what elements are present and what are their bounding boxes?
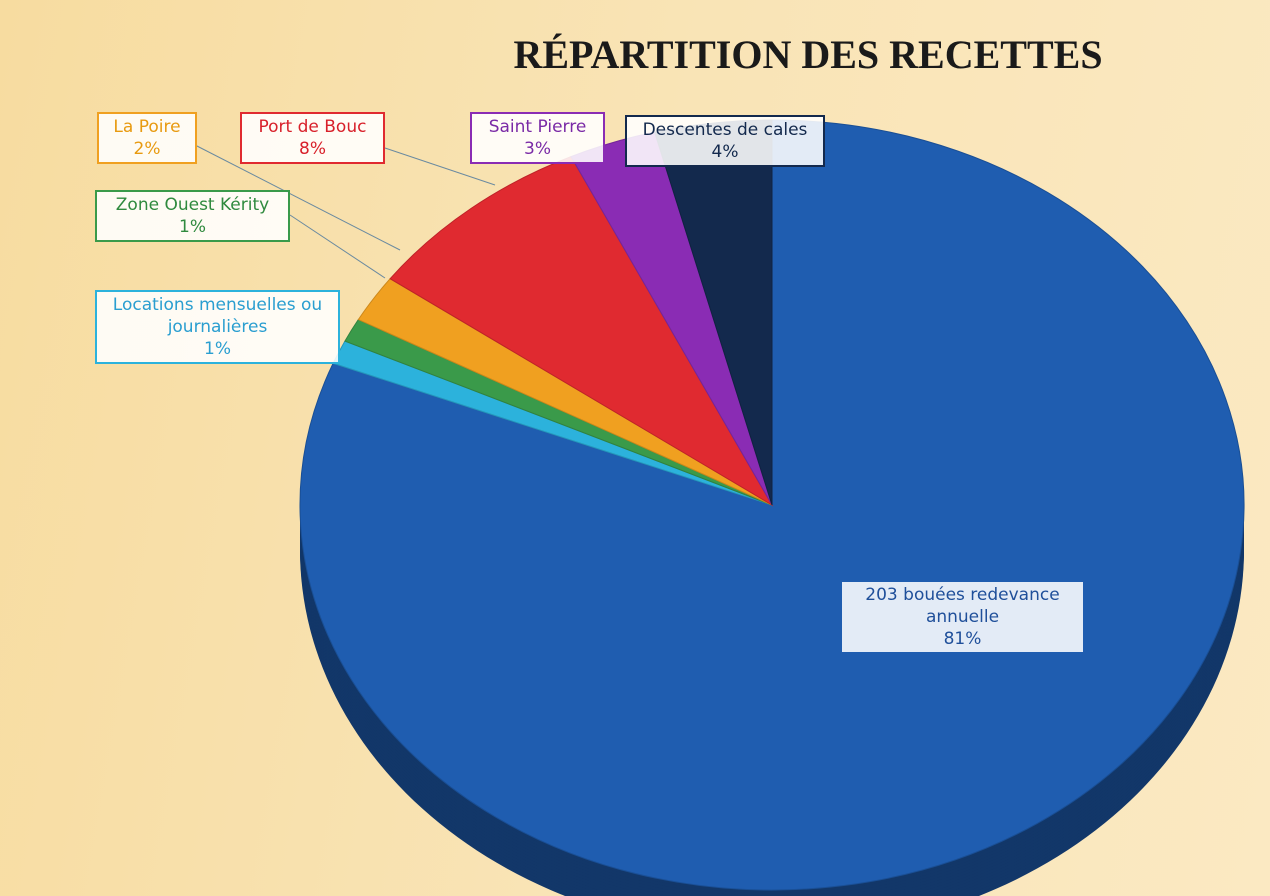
data-label: Locations mensuelles ou journalières 1% <box>95 290 340 364</box>
label-name: Zone Ouest Kérity <box>115 195 270 215</box>
data-label: La Poire 2% <box>97 112 197 164</box>
chart-title: RÉPARTITION DES RECETTES <box>513 32 1102 77</box>
label-value: 1% <box>204 339 231 359</box>
label-name: Descentes de cales <box>642 120 808 140</box>
label-value: 1% <box>179 217 206 237</box>
callout-line <box>384 147 496 186</box>
label-value: 3% <box>524 139 551 159</box>
callout-line <box>194 144 401 251</box>
data-label: Port de Bouc 8% <box>240 112 385 164</box>
data-label: Zone Ouest Kérity 1% <box>95 190 290 242</box>
data-label: 203 bouées redevance annuelle 81% <box>840 580 1085 654</box>
data-label: Descentes de cales 4% <box>625 115 825 167</box>
label-value: 2% <box>133 139 161 159</box>
callout-line <box>289 214 386 279</box>
label-value: 4% <box>711 142 739 162</box>
label-value: 8% <box>299 139 326 159</box>
label-name: Saint Pierre <box>488 117 587 137</box>
label-name: Port de Bouc <box>258 117 367 137</box>
label-name: La Poire <box>113 117 181 137</box>
data-label: Saint Pierre 3% <box>470 112 605 164</box>
label-name: Locations mensuelles ou journalières <box>112 295 323 337</box>
label-name: 203 bouées redevance annuelle <box>865 585 1060 627</box>
label-value: 81% <box>943 629 982 649</box>
